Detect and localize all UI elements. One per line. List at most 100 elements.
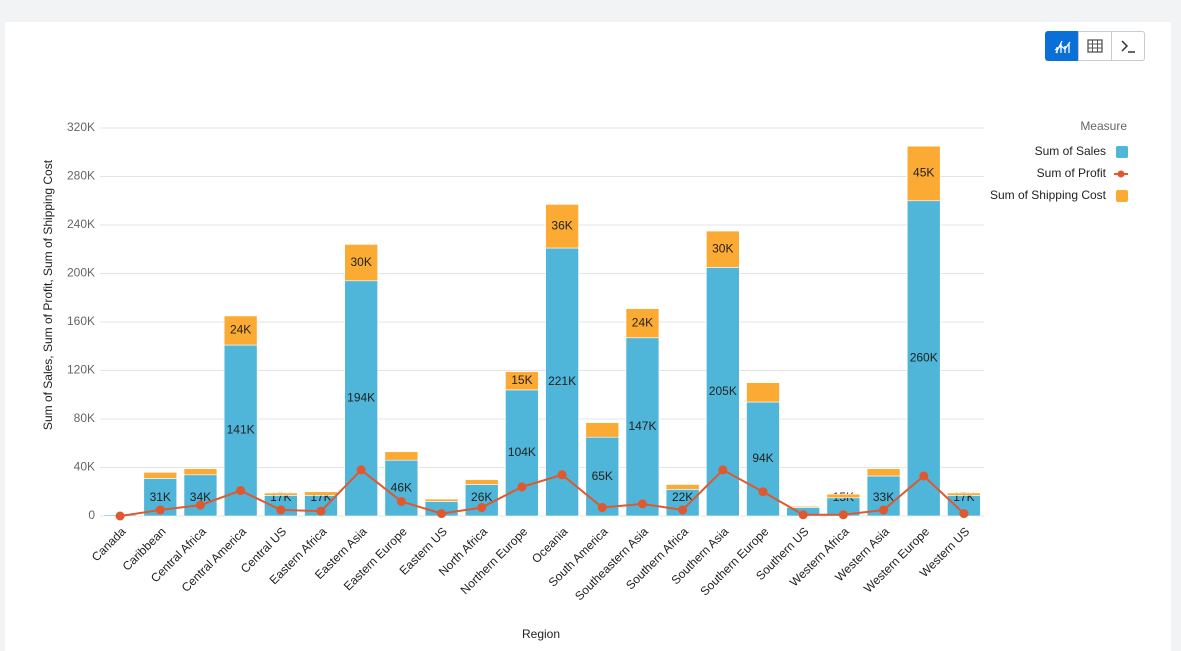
data-label: 65K (592, 469, 613, 483)
bar (826, 493, 861, 499)
line-point (517, 482, 527, 492)
data-label: 141K (227, 423, 255, 437)
data-label: 33K (873, 490, 894, 504)
bar (585, 422, 620, 438)
data-label: 46K (391, 480, 412, 494)
line-point (919, 471, 929, 481)
data-label: 17K (270, 490, 291, 504)
line-point (758, 487, 768, 497)
data-label: 94K (752, 451, 773, 465)
terminal-icon (1121, 40, 1135, 53)
data-label: 205K (709, 384, 737, 398)
data-label: 34K (190, 490, 211, 504)
x-axis-title: Region (522, 627, 560, 641)
y-tick-label: 160K (67, 314, 95, 328)
y-tick-label: 80K (74, 411, 95, 425)
line-point (356, 465, 366, 475)
data-label: 24K (230, 323, 251, 337)
line-point (838, 510, 848, 520)
chart-view-button[interactable] (1045, 31, 1079, 61)
y-axis-title: Sum of Sales, Sum of Profit, Sum of Ship… (41, 159, 55, 430)
line-point (718, 465, 728, 475)
bar (665, 484, 700, 490)
line-point (879, 505, 889, 515)
data-label: 147K (628, 419, 656, 433)
bar (947, 492, 981, 496)
line-point (678, 505, 688, 515)
line (119, 468, 965, 517)
y-tick-label: 200K (67, 266, 95, 280)
legend-dot (1117, 170, 1125, 178)
bar (344, 280, 378, 517)
data-label: 30K (351, 255, 372, 269)
x-tick-label: Canada (89, 524, 129, 564)
query-view-button[interactable] (1111, 31, 1145, 61)
bar (384, 459, 419, 517)
data-label: 31K (150, 490, 171, 504)
x-tick-label: Southeastern Asia (572, 524, 651, 603)
line-point (637, 499, 647, 509)
bar (906, 145, 941, 202)
bar (344, 244, 378, 282)
bar (786, 505, 820, 508)
line-point (316, 506, 326, 516)
bar (866, 468, 901, 477)
legend-title: Measure (1080, 119, 1127, 133)
bar (906, 200, 941, 517)
line-point (276, 505, 286, 515)
y-tick-label: 240K (67, 217, 95, 231)
line-point (477, 503, 487, 513)
data-label: 45K (913, 166, 934, 180)
line-point (236, 486, 246, 496)
bar (264, 492, 298, 496)
bar (625, 337, 660, 517)
legend-label: Sum of Profit (1037, 166, 1107, 180)
data-label: 260K (910, 351, 938, 365)
bar (143, 472, 178, 479)
bar (223, 315, 258, 346)
line-point (798, 510, 808, 520)
data-label: 30K (712, 241, 733, 255)
bar (545, 204, 579, 249)
line-point (155, 505, 165, 515)
data-label: 22K (672, 490, 693, 504)
line-point (959, 509, 969, 519)
table-icon (1087, 39, 1103, 53)
chart-icon (1054, 40, 1071, 54)
data-label: 26K (471, 490, 492, 504)
bar (464, 479, 499, 485)
legend-swatch (1116, 146, 1128, 158)
y-tick-label: 120K (67, 363, 95, 377)
line-point (437, 509, 447, 519)
y-tick-label: 320K (67, 120, 95, 134)
bar (706, 230, 740, 268)
bar (304, 491, 338, 496)
data-label: 24K (632, 315, 653, 329)
data-label: 104K (508, 445, 536, 459)
data-label: 221K (548, 374, 576, 388)
line-point (195, 500, 205, 510)
legend-label: Sum of Sales (1035, 144, 1106, 158)
x-tick-label: Southern Europe (697, 524, 771, 598)
bar (625, 308, 660, 339)
line-point (115, 511, 125, 521)
bar (183, 468, 218, 476)
bar (424, 498, 459, 502)
y-tick-label: 40K (74, 460, 95, 474)
line-point (557, 470, 567, 480)
data-label: 194K (347, 391, 375, 405)
data-label: 36K (551, 218, 572, 232)
card (5, 22, 1171, 651)
data-label: 17K (953, 490, 974, 504)
bar (746, 382, 780, 403)
toolbar (1045, 31, 1145, 61)
legend-swatch (1116, 190, 1128, 202)
legend-label: Sum of Shipping Cost (990, 188, 1107, 202)
data-label: 15K (511, 373, 532, 387)
bar (585, 436, 620, 517)
line-point (396, 496, 406, 506)
line-point (597, 503, 607, 513)
y-tick-label: 280K (67, 169, 95, 183)
